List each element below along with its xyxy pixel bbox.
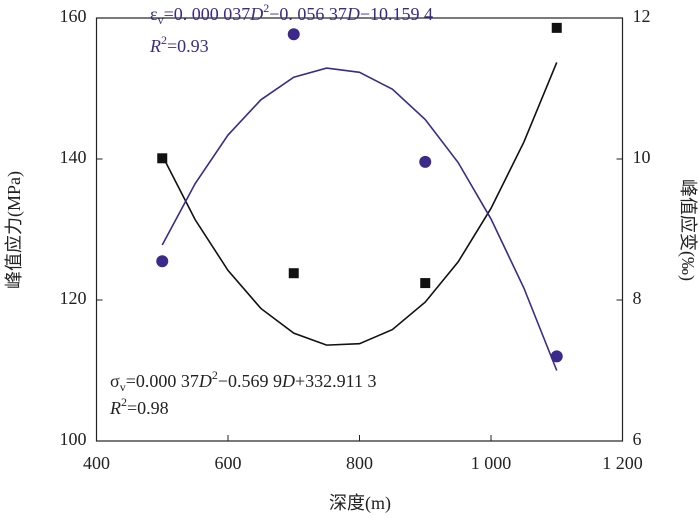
annotation: εv=0. 000 037D2−0. 056 37D−10.159 4 <box>150 1 433 27</box>
y2-tick-label: 10 <box>633 147 651 167</box>
y-tick-label: 160 <box>60 6 87 26</box>
y-tick-label: 120 <box>60 288 87 308</box>
point <box>420 278 431 289</box>
y2-tick-label: 8 <box>633 288 642 308</box>
x-tick-label: 1 200 <box>602 453 643 473</box>
annotation: R2=0.93 <box>149 33 209 56</box>
x-tick-label: 800 <box>346 453 373 473</box>
x-tick-label: 400 <box>83 453 110 473</box>
x-axis-title: 深度(m) <box>329 493 391 514</box>
annotation: σv=0.000 37D2−0.569 9D+332.911 3 <box>110 368 377 394</box>
point <box>551 22 562 33</box>
point <box>287 28 300 41</box>
x-tick-label: 600 <box>215 453 242 473</box>
fit-curve <box>161 62 558 346</box>
point <box>157 153 168 164</box>
point <box>288 268 299 279</box>
point <box>550 350 563 363</box>
y-tick-label: 100 <box>60 429 87 449</box>
y2-tick-label: 12 <box>633 6 651 26</box>
annotation: R2=0.98 <box>109 395 169 418</box>
y-axis-title: 峰值应力(MPa) <box>4 171 25 289</box>
y2-axis-title: 峰值应变(‰) <box>677 179 698 281</box>
y-tick-label: 140 <box>60 147 87 167</box>
fit-curve <box>161 67 558 371</box>
point <box>156 255 169 268</box>
point <box>419 155 432 168</box>
x-tick-label: 1 000 <box>471 453 512 473</box>
y2-tick-label: 6 <box>633 429 642 449</box>
